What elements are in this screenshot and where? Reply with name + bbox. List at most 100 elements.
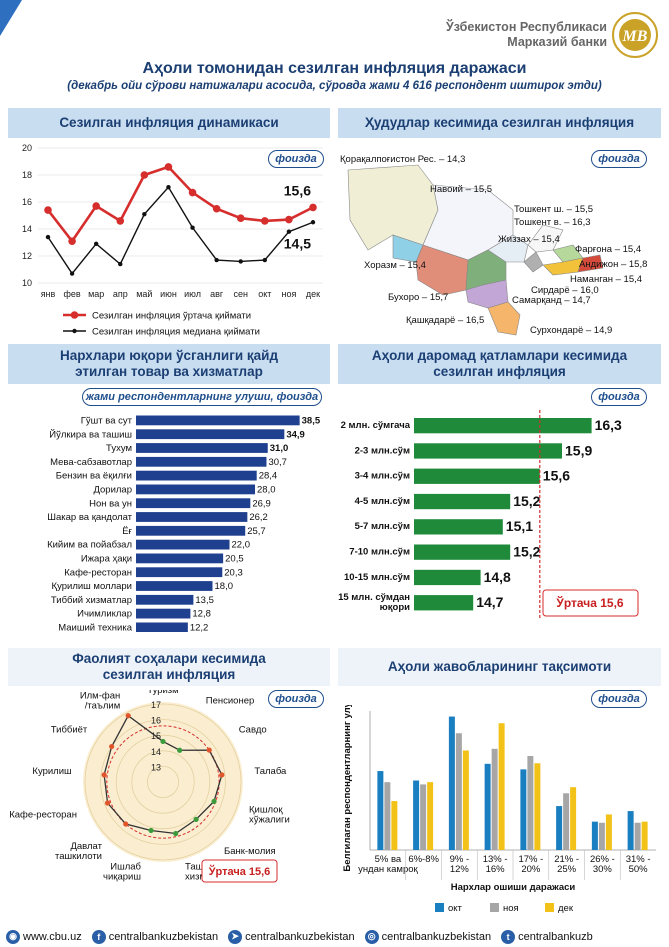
radar-point-3 (219, 772, 225, 778)
dist-bar-0-0 (377, 771, 384, 850)
goods-value-10: 20,5 (225, 554, 244, 565)
y-tick-label: 20 (22, 143, 32, 153)
y-tick-label: 10 (22, 278, 32, 288)
section-header-income: Аҳоли даромад қатламлари кесимида сезилг… (338, 344, 661, 384)
radar-average-label: Ўртача 15,6 (208, 865, 271, 878)
radar-category-label-4: Қишлоқ (249, 805, 283, 816)
dist-bar-0-5 (556, 806, 563, 850)
dist-bar-2-1 (427, 782, 434, 850)
x-tick-label-8: сен (233, 289, 248, 299)
goods-value-9: 22,0 (232, 540, 251, 551)
series-point-1-2 (93, 241, 99, 247)
goods-value-15: 12,2 (190, 623, 209, 633)
goods-label-10: Ижара ҳақи (81, 554, 132, 565)
goods-bar-10 (136, 553, 224, 564)
dist-category-label-1: 6%-8% (408, 854, 439, 865)
region-label-samarkand: Самарқанд – 14,7 (512, 295, 591, 306)
region-label-jizzakh: Жиззах – 15,4 (498, 234, 560, 245)
top-left-corner-accent (0, 0, 22, 36)
region-label-surkhandarya: Сурхондарё – 14,9 (530, 325, 612, 336)
unit-pill-distribution: фоизда (591, 690, 647, 708)
region-label-andijan: Андижон – 15,8 (579, 259, 647, 270)
dist-legend-swatch-0 (435, 903, 444, 912)
goods-label-8: Ёғ (122, 526, 132, 537)
goods-bar-chart: Гўшт ва сут 38,5 Йўлкира ва ташиш 34,9 Тухум… (47, 415, 321, 633)
dist-legend-label-2: дек (558, 903, 574, 914)
radar-point-5 (193, 816, 199, 822)
footer-item-4[interactable]: t centralbankuzb (501, 929, 593, 944)
region-jizzakh-shape (487, 234, 529, 263)
radar-ring (84, 703, 242, 861)
income-bar-5 (414, 544, 511, 560)
series-point-1-11 (310, 220, 316, 225)
dist-legend-swatch-2 (545, 903, 554, 912)
goods-bar-8 (136, 525, 246, 536)
goods-value-8: 25,7 (247, 526, 266, 537)
region-label-tashkent-city: Тошкент ш. – 15,5 (514, 204, 593, 215)
region-label-khorezm: Хоразм – 15,4 (364, 260, 426, 271)
radar-category-label-8: ташкилоти (55, 851, 102, 862)
goods-bar-15 (136, 622, 188, 632)
footer-item-2[interactable]: ➤ centralbankuzbekistan (228, 929, 355, 944)
dist-category-label-3: 16% (486, 864, 506, 875)
goods-label-11: Кафе-ресторан (64, 567, 132, 578)
series-point-0-0 (44, 206, 52, 214)
x-tick-label-1: фев (63, 289, 80, 299)
goods-label-2: Тухум (106, 443, 132, 454)
goods-label-7: Шакар ва қандолат (47, 512, 132, 523)
income-value-1: 15,9 (565, 442, 592, 458)
region-label-kashkadarya: Қашқадарё – 16,5 (406, 315, 484, 326)
section-header-regions: Ҳудудлар кесимида сезилган инфляция (338, 108, 661, 138)
goods-value-14: 12,8 (192, 609, 211, 620)
goods-bar-1 (136, 429, 285, 440)
series-point-1-4 (142, 211, 147, 217)
radar-ring-label: 14 (151, 747, 161, 757)
footer-item-text: centralbankuzbekistan (108, 930, 219, 943)
income-bar-6 (414, 569, 481, 586)
income-value-7: 14,7 (476, 594, 503, 610)
radar-point-4 (211, 798, 217, 804)
goods-label-5: Дорилар (93, 485, 132, 496)
goods-value-13: 13,5 (195, 595, 214, 606)
radar-category-label-6: Ташиш (185, 861, 216, 872)
goods-label-6: Нон ва ун (89, 498, 132, 509)
radar-ring (146, 766, 179, 799)
dist-bar-0-6 (591, 821, 598, 850)
footer-item-1[interactable]: f centralbankuzbekistan (91, 929, 219, 944)
radar-category-label-7: Ишлаб (110, 861, 141, 872)
footer-item-3[interactable]: ◎ centralbankuzbekistan (364, 929, 491, 944)
radar-point-11 (109, 743, 115, 750)
region-bukhara-shape (415, 244, 469, 296)
bank-name-line1: Ўзбекистон Республикаси (445, 20, 607, 34)
dist-category-label-7: 50% (629, 864, 649, 875)
income-value-5: 15,2 (513, 544, 540, 560)
income-label-0: 2 млн. сўмгача (341, 420, 411, 431)
section-header-distribution: Аҳоли жавобларининг тақсимоти (338, 648, 661, 686)
twitter-icon: t (501, 929, 516, 944)
goods-value-5: 28,0 (257, 485, 276, 496)
series-line-1 (47, 185, 314, 275)
income-bar-4 (414, 519, 503, 535)
dist-bar-1-2 (455, 733, 462, 850)
footer-item-0[interactable]: ◉ www.cbu.uz (6, 929, 82, 944)
goods-label-14: Ичимликлар (77, 609, 132, 620)
dist-legend-swatch-1 (490, 903, 499, 912)
radar-category-label-8: Давлат (70, 841, 102, 852)
x-tick-label-7: авг (210, 289, 224, 299)
dist-bar-1-4 (527, 756, 534, 850)
goods-value-0: 38,5 (302, 416, 321, 427)
radar-category-label-7: чиқариш (103, 871, 141, 882)
income-label-7: юқори (380, 602, 410, 613)
goods-bar-9 (136, 539, 230, 550)
facebook-icon: f (91, 929, 106, 944)
y-tick-label: 16 (22, 197, 32, 207)
x-tick-label-4: май (136, 289, 152, 299)
region-surkhandarya-shape (487, 301, 521, 336)
series-point-0-7 (212, 204, 221, 213)
series-point-0-10 (285, 215, 293, 224)
income-value-4: 15,1 (506, 518, 533, 534)
dist-bar-0-1 (413, 780, 420, 850)
region-label-namangan: Наманган – 15,4 (570, 274, 642, 285)
region-label-navoi: Навоий – 15,5 (430, 184, 492, 195)
